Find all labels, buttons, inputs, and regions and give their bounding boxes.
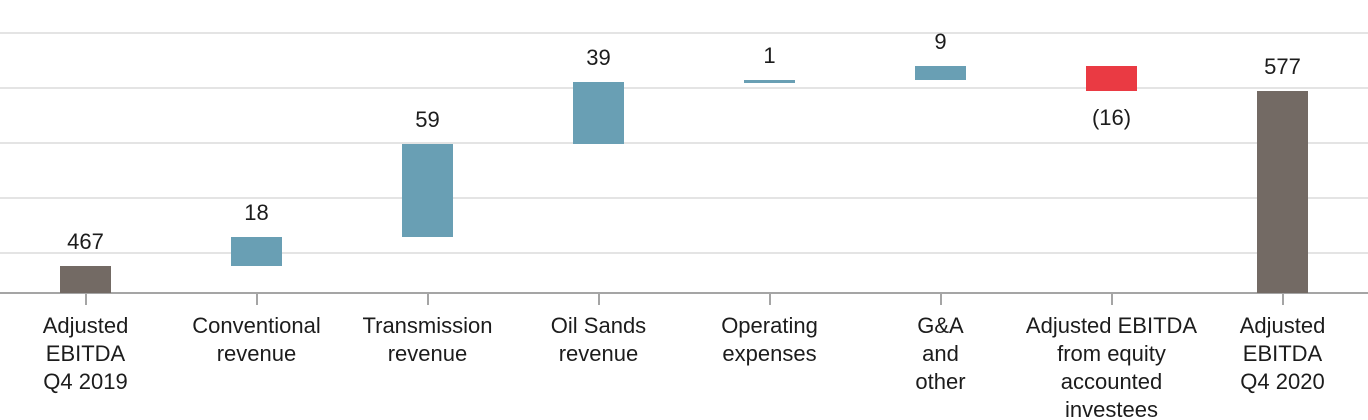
value-label: 467	[67, 228, 104, 254]
axis-tick	[426, 293, 429, 305]
gridline	[0, 32, 1368, 34]
value-label: 39	[586, 44, 611, 70]
bar-decrease	[1086, 65, 1137, 92]
axis-tick	[255, 293, 258, 305]
gridline	[0, 87, 1368, 89]
gridline	[0, 252, 1368, 254]
bar-increase	[915, 65, 966, 80]
category-label: G&A and other	[915, 313, 966, 394]
axis-tick	[84, 293, 87, 305]
bar-total	[60, 265, 111, 293]
axis-tick	[1110, 293, 1113, 305]
category-label: Operating expenses	[721, 313, 818, 366]
category-label: Transmission revenue	[362, 313, 493, 366]
bar-increase	[573, 81, 624, 144]
axis-tick	[1281, 293, 1284, 305]
value-label: 1	[763, 42, 776, 68]
value-label: 577	[1264, 54, 1301, 80]
value-label: 9	[934, 28, 947, 54]
gridline	[0, 142, 1368, 144]
axis-tick	[939, 293, 942, 305]
value-label: 59	[415, 106, 440, 132]
axis-tick	[597, 293, 600, 305]
bar-increase	[231, 237, 282, 266]
category-label: Oil Sands revenue	[550, 313, 647, 366]
bar-increase	[402, 143, 453, 238]
value-label: (16)	[1091, 105, 1132, 131]
category-label: Adjusted EBITDA from equity accounted in…	[1025, 313, 1198, 420]
bar-increase	[744, 79, 795, 83]
bar-total	[1257, 91, 1308, 293]
gridline	[0, 197, 1368, 199]
axis-tick	[768, 293, 771, 305]
x-axis-line	[0, 292, 1368, 294]
category-label: Adjusted EBITDA Q4 2019	[42, 313, 129, 394]
category-label: Adjusted EBITDA Q4 2020	[1239, 313, 1326, 394]
category-label: Conventional revenue	[192, 313, 321, 366]
value-label: 18	[244, 200, 269, 226]
